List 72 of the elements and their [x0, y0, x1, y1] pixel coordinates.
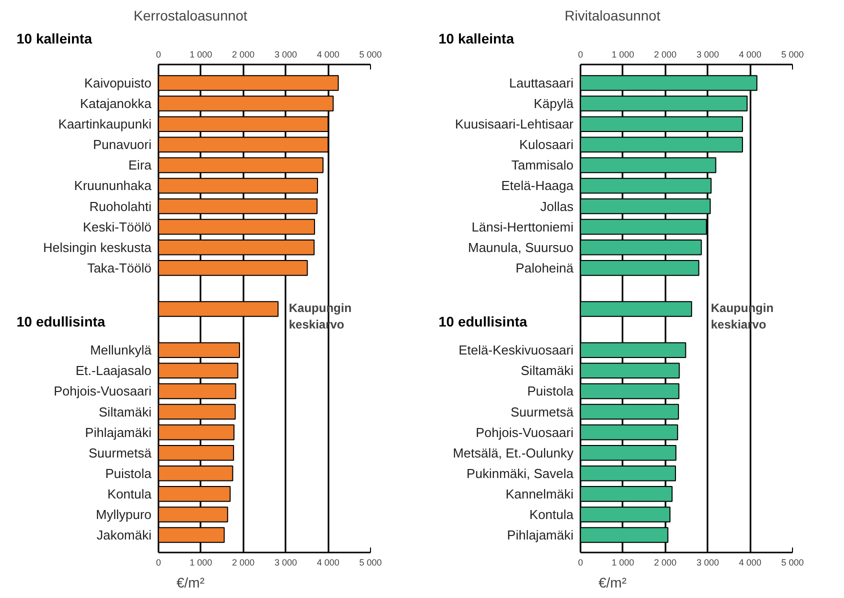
x-tick-label: 5 000 — [359, 558, 382, 568]
x-tick-label: 0 — [578, 558, 584, 568]
y-tick-label: Etelä-Keskivuosaari — [458, 342, 574, 358]
y-tick-label: Käpylä — [534, 96, 574, 112]
x-axis-title: €/m² — [176, 574, 205, 590]
y-tick-label: Eira — [128, 158, 152, 173]
y-tick-label: Punavuori — [92, 137, 152, 152]
x-tick-label: 3 000 — [696, 558, 719, 568]
x-tick-label: 3 000 — [274, 558, 297, 568]
y-tick-label: Pihlajamäki — [85, 424, 152, 440]
y-tick-label: Puistola — [527, 384, 574, 399]
y-tick-label: Metsälä, Et.-Oulunky — [452, 445, 574, 460]
text: 10 kalleinta — [16, 30, 92, 46]
y-tick-label: Jollas — [540, 198, 574, 214]
y-tick-label: Kaartinkaupunki — [58, 116, 152, 132]
y-tick-label: Lauttasaari — [509, 75, 574, 90]
x2-tick-label: 5 000 — [781, 50, 804, 60]
x-tick-label: 1 000 — [612, 558, 634, 568]
y-tick-label: Taka-Töölö — [87, 260, 152, 276]
y-tick-label: Siltamäki — [98, 404, 152, 420]
y-tick-label: Suurmetsä — [510, 404, 574, 420]
x2-tick-label: 2 000 — [232, 50, 255, 60]
x-tick-label: 1 000 — [190, 558, 212, 568]
x-tick-label: 4 000 — [316, 558, 340, 568]
y-tick-label: Kaivopuisto — [84, 75, 152, 90]
y-tick-label: Helsingin keskusta — [43, 240, 152, 255]
x-tick-label: 2 000 — [654, 558, 677, 568]
text: 10 kalleinta — [438, 30, 514, 46]
x2-tick-label: 5 000 — [359, 50, 382, 60]
y-tick-label: Kontula — [107, 486, 152, 502]
chart-title: Kerrostaloasunnot — [134, 8, 248, 24]
x2-tick-label: 4 000 — [316, 50, 340, 60]
x2-tick-label: 0 — [156, 50, 162, 60]
y-tick-label: Et.-Laajasalo — [76, 363, 152, 378]
y-tick-label: Kuusisaari-Lehtisaar — [454, 116, 574, 132]
y-tick-label: Myllypuro — [96, 506, 152, 522]
x2-tick-label: 1 000 — [612, 50, 634, 60]
text: 10 edullisinta — [438, 313, 528, 330]
x-tick-label: 5 000 — [781, 558, 804, 568]
y-tick-label: Pihlajamäki — [507, 528, 574, 543]
y-tick-label: Keski-Töölö — [82, 219, 152, 234]
y-tick-label: Tammisalo — [511, 158, 574, 173]
x2-tick-label: 0 — [578, 50, 584, 60]
y-tick-label: Kruununhaka — [74, 178, 152, 194]
x2-tick-label: 2 000 — [654, 50, 677, 60]
chart-title: Rivitaloasunnot — [564, 8, 660, 24]
y-tick-label: Paloheinä — [516, 260, 574, 276]
y-tick-label: Siltamäki — [520, 363, 574, 378]
y-tick-label: Etelä-Haaga — [501, 178, 574, 194]
x2-tick-label: 1 000 — [190, 50, 212, 60]
x2-tick-label: 3 000 — [274, 50, 297, 60]
x-tick-label: 0 — [156, 558, 162, 568]
y-tick-label: Pukinmäki, Savela — [466, 466, 574, 481]
y-tick-label: Pohjois-Vuosaari — [476, 424, 574, 440]
y-tick-label: Ruoholahti — [89, 198, 152, 214]
y-tick-label: Kulosaari — [519, 137, 574, 152]
x-axis-title: €/m² — [598, 574, 627, 590]
y-tick-label: Kontula — [529, 506, 574, 522]
x-tick-label: 2 000 — [232, 558, 255, 568]
y-tick-label: Katajanokka — [80, 96, 152, 112]
x-tick-label: 4 000 — [738, 558, 762, 568]
y-tick-label: Pohjois-Vuosaari — [54, 384, 152, 399]
y-tick-label: Mellunkylä — [90, 342, 152, 358]
y-tick-label: Länsi-Herttoniemi — [472, 219, 574, 234]
text: 10 edullisinta — [16, 313, 106, 330]
x2-tick-label: 4 000 — [738, 50, 762, 60]
y-tick-label: Suurmetsä — [88, 445, 152, 460]
y-tick-label: Kannelmäki — [506, 486, 574, 502]
y-tick-label: Puistola — [105, 466, 152, 481]
y-tick-label: Maunula, Suursuo — [468, 240, 574, 255]
x2-tick-label: 3 000 — [696, 50, 719, 60]
y-tick-label: Jakomäki — [96, 528, 152, 543]
